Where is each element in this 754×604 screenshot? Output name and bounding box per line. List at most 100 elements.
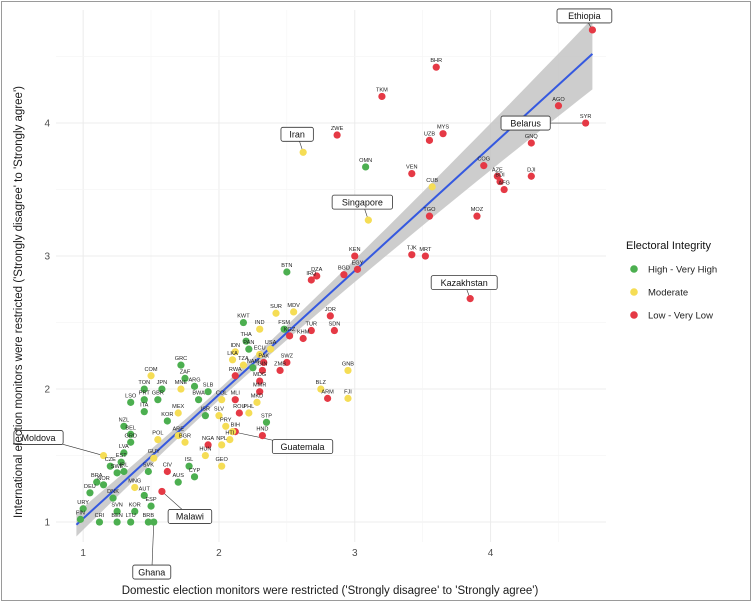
point-blz: [317, 385, 325, 393]
point-label: COM: [145, 367, 158, 373]
point-label: CZE: [105, 457, 116, 463]
callout-label: Moldova: [22, 433, 56, 443]
point-deu: [86, 489, 94, 497]
point-gbr: [154, 396, 162, 404]
point-label: BWA: [192, 391, 205, 397]
point-idn: [231, 348, 239, 356]
point-zwe: [333, 131, 341, 139]
point-label: OMN: [359, 158, 372, 164]
point-label: NPL: [216, 436, 227, 442]
point-label: THA: [241, 332, 252, 338]
point-label: ARM: [321, 389, 334, 395]
point-label: MRT: [419, 247, 432, 253]
point-aus: [174, 478, 182, 486]
point-label: HND: [256, 427, 268, 433]
point-label: BRB: [143, 513, 155, 519]
point-guy: [150, 454, 158, 462]
point-zaf: [181, 374, 189, 383]
point-jor: [326, 312, 334, 320]
point-kgz: [285, 332, 294, 340]
point-label: GNB: [342, 361, 354, 367]
point-isl: [185, 462, 193, 470]
point-label: PAK: [258, 353, 269, 359]
fit-line: [75, 53, 594, 526]
point-tgo: [425, 212, 434, 220]
point-ita: [140, 408, 148, 416]
point-ecu: [256, 350, 264, 359]
y-tick-labels: 1 2 3 4: [44, 119, 50, 529]
point-gnb: [344, 366, 352, 375]
point-esp: [147, 502, 155, 510]
point-ken: [351, 252, 359, 260]
point-label: ISR: [201, 407, 210, 413]
point-aze: [493, 172, 501, 180]
callout-box: [280, 126, 314, 142]
point-label: ROU: [233, 404, 245, 410]
legend-label: Low - Very Low: [648, 310, 713, 321]
point-label: POL: [152, 431, 163, 437]
point-label: NAM: [247, 359, 260, 365]
point-nga: [204, 441, 212, 449]
point-label: KGZ: [284, 327, 296, 333]
point-label: KOR: [129, 502, 141, 508]
point-label: IDN: [230, 343, 240, 349]
point-label: BTN: [281, 263, 292, 269]
point-label: VEN: [406, 165, 418, 171]
callout-label: Malawi: [176, 512, 204, 522]
point-guatemala: [228, 428, 237, 436]
point-mdv: [290, 308, 298, 316]
point-civ: [163, 467, 171, 476]
point-jpn: [158, 385, 166, 393]
point-label: MKD: [251, 393, 263, 399]
point-label: MYS: [437, 125, 449, 131]
point-label: GUY: [148, 449, 160, 455]
point-cze: [106, 462, 114, 470]
point-kazakhstan: [466, 295, 474, 303]
point-label: MDG: [253, 372, 266, 378]
point-label: ISL: [185, 457, 193, 463]
point-label: PHL: [243, 404, 254, 410]
point-label: CUB: [426, 178, 438, 184]
point-label: AZE: [492, 167, 503, 173]
point-dza: [313, 272, 321, 280]
point-label: BLZ: [316, 380, 327, 386]
point-label: EGY: [352, 260, 364, 266]
point-prt: [140, 396, 148, 404]
point-label: GEO: [215, 457, 228, 463]
point-label: LSO: [125, 393, 137, 399]
point-lka: [228, 356, 237, 364]
point-fsm: [280, 325, 288, 333]
point-label: JPN: [157, 380, 168, 386]
point-label: PAN: [243, 340, 254, 346]
point-label: SYR: [580, 114, 592, 120]
point-label: SWE: [111, 464, 124, 470]
point-nam: [249, 364, 257, 372]
y-axis-title: International election monitors were res…: [13, 86, 25, 518]
point-label: SVK: [143, 463, 154, 469]
point-label: ARE: [172, 427, 184, 433]
point-singapore: [364, 216, 372, 224]
point-label: IRQ: [306, 271, 317, 277]
point-label: BEN: [111, 513, 123, 519]
point-label: NGA: [202, 436, 214, 442]
point-tza: [239, 361, 248, 369]
point-label: STP: [261, 413, 272, 419]
callout-box: [13, 430, 64, 445]
point-lva: [120, 449, 128, 457]
point-label: CRI: [95, 513, 105, 519]
point-label: AUT: [139, 486, 151, 492]
point-label: SUR: [270, 304, 282, 310]
point-com: [147, 372, 155, 380]
point-label: UZB: [424, 131, 435, 137]
point-bwa: [194, 396, 203, 404]
point-label: KWT: [237, 314, 250, 320]
point-ton: [140, 385, 148, 393]
point-bra: [93, 478, 101, 486]
point-label: RWA: [229, 367, 242, 373]
point-dnk: [109, 494, 117, 502]
point-label: MLI: [231, 391, 241, 397]
point-label: HTI: [225, 431, 234, 437]
point-geo: [218, 462, 226, 470]
